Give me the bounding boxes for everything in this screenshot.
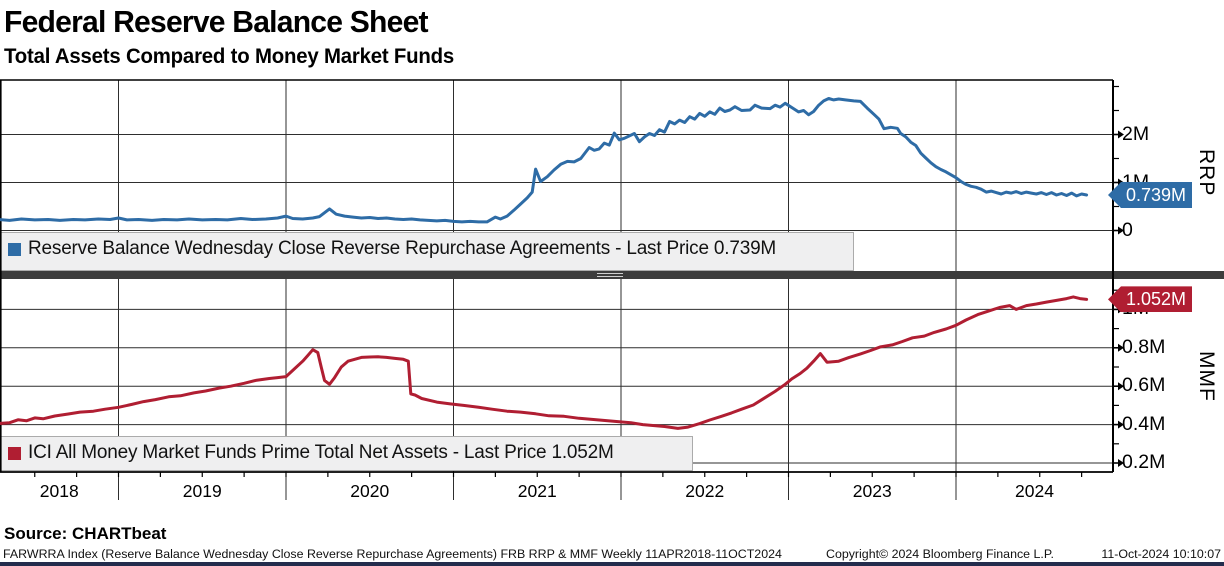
- x-year-label-2020: 2020: [350, 481, 390, 501]
- x-year-label-2021: 2021: [517, 481, 557, 501]
- mmf-tick-label-0.6M: 0.6M: [1122, 374, 1166, 397]
- rrp-tick-label-2M: 2M: [1122, 122, 1150, 145]
- taskbar-edge: [0, 562, 1224, 566]
- rrp-series-swatch-icon: [8, 242, 21, 256]
- mmf-tick-label-0.4M: 0.4M: [1122, 412, 1166, 435]
- x-year-label-2019: 2019: [182, 481, 222, 501]
- panel-splitter-handle[interactable]: [597, 272, 623, 278]
- legend-mmf[interactable]: ICI All Money Market Funds Prime Total N…: [8, 442, 614, 464]
- page-subtitle: Total Assets Compared to Money Market Fu…: [4, 45, 455, 68]
- rrp-last-price-badge[interactable]: 0.739M: [1108, 182, 1193, 209]
- series-mmf-line: [0, 295, 1089, 430]
- rrp-tick-label-0: 0: [1122, 218, 1133, 241]
- x-year-label-2022: 2022: [685, 481, 725, 501]
- footer-timestamp: 11-Oct-2024 10:10:07: [1101, 547, 1221, 561]
- series-rrp-line: [0, 97, 1089, 224]
- footer-copyright: Copyright© 2024 Bloomberg Finance L.P.: [826, 547, 1054, 561]
- mmf-last-price-badge[interactable]: 1.052M: [1108, 286, 1193, 313]
- x-year-label-2023: 2023: [852, 481, 892, 501]
- x-year-label-2018: 2018: [39, 481, 79, 501]
- legend-mmf-label: ICI All Money Market Funds Prime Total N…: [28, 442, 614, 463]
- x-year-label-2024: 2024: [1015, 481, 1054, 501]
- page-title: Federal Reserve Balance Sheet: [4, 4, 429, 39]
- mmf-tick-label-0.8M: 0.8M: [1122, 335, 1166, 358]
- mmf-series-swatch-icon: [8, 446, 21, 460]
- mmf-tick-label-0.2M: 0.2M: [1122, 451, 1166, 473]
- source-note: Source: CHARTbeat: [4, 524, 167, 543]
- legend-rrp[interactable]: Reserve Balance Wednesday Close Reverse …: [8, 238, 776, 260]
- footer-ticker-description: FARWRRA Index (Reserve Balance Wednesday…: [3, 547, 782, 561]
- legend-rrp-label: Reserve Balance Wednesday Close Reverse …: [28, 238, 777, 259]
